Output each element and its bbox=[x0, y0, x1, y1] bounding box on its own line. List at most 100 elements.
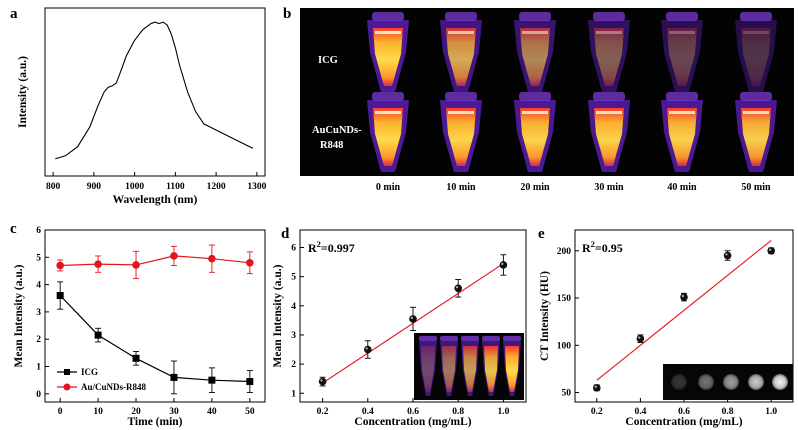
inset-tube-cap bbox=[419, 336, 437, 341]
panel-e-xtick-label: 0.8 bbox=[722, 407, 734, 417]
tube-meniscus bbox=[375, 111, 401, 114]
tube-cap bbox=[445, 92, 477, 101]
tube-meniscus bbox=[522, 111, 548, 114]
panel-b-icg-tube bbox=[440, 12, 482, 92]
panel-d-xtick-label: 0.2 bbox=[317, 407, 329, 417]
panel-e: 0.2 0.4 0.6 0.8 1.0 50 100 150 200 R2=0.95 Conce… bbox=[539, 229, 794, 428]
inset-ct-dot bbox=[772, 374, 788, 390]
tube-fluorescence bbox=[741, 28, 771, 86]
tube-cap bbox=[445, 12, 477, 21]
panel-c-ytick-label: 2 bbox=[36, 335, 41, 345]
panel-d-point-highlight bbox=[501, 262, 504, 265]
tube-meniscus bbox=[448, 31, 474, 34]
tube-cap bbox=[740, 12, 772, 21]
panel-c-point-au bbox=[132, 261, 140, 269]
panel-c-point-icg bbox=[132, 354, 140, 362]
panel-e-point bbox=[593, 384, 601, 392]
inset-ct-dot bbox=[698, 374, 714, 390]
panel-letter-e: e bbox=[538, 226, 545, 242]
panel-e-point-highlight bbox=[594, 385, 597, 388]
panel-a-xtick-label: 1000 bbox=[125, 182, 144, 192]
tube-meniscus bbox=[522, 31, 548, 34]
panel-a-xtick-label: 1100 bbox=[166, 182, 185, 192]
panel-b-time-label: 0 min bbox=[376, 182, 401, 193]
inset-ct-dot bbox=[748, 374, 764, 390]
tube-meniscus bbox=[448, 111, 474, 114]
tube-fluorescence bbox=[594, 108, 624, 166]
inset-ct-dot bbox=[723, 374, 739, 390]
panel-e-r2: R2=0.95 bbox=[582, 239, 623, 255]
legend-icg-marker bbox=[64, 369, 70, 375]
panel-c-point-icg bbox=[56, 292, 64, 300]
panel-c-point-icg bbox=[94, 331, 102, 339]
panel-e-ytick-label: 50 bbox=[562, 389, 572, 399]
panel-b-row-label-au-line2: R848 bbox=[320, 140, 343, 151]
panel-d-xlabel: Concentration (mg/mL) bbox=[354, 416, 471, 428]
panel-letter-a: a bbox=[10, 6, 18, 22]
panel-c-point-au bbox=[94, 260, 102, 268]
panel-d-ytick-label: 1 bbox=[291, 389, 296, 399]
panel-c-point-au bbox=[208, 254, 216, 263]
panel-d-point bbox=[409, 315, 417, 323]
panel-c-ytick-label: 4 bbox=[36, 281, 41, 291]
tube-cap bbox=[372, 92, 404, 101]
panel-e-point-highlight bbox=[725, 253, 728, 256]
panel-c-point-icg bbox=[208, 376, 216, 384]
panel-d-ytick-label: 2 bbox=[291, 360, 296, 370]
panel-b-au-tube bbox=[588, 92, 630, 172]
tube-meniscus bbox=[743, 31, 769, 34]
panel-c-ytick-label: 5 bbox=[36, 253, 41, 263]
tube-meniscus bbox=[596, 31, 622, 34]
panel-a-xlabel: Wavelength (nm) bbox=[113, 194, 198, 206]
panel-c-xtick-label: 50 bbox=[245, 407, 255, 417]
panel-b-row-label-au-line1: AuCuNDs- bbox=[312, 125, 362, 136]
panel-d-xtick-label: 0.6 bbox=[407, 407, 419, 417]
inset-tube-fluorescence bbox=[442, 346, 456, 392]
panel-d-point-highlight bbox=[320, 379, 323, 382]
inset-tube-cap bbox=[440, 336, 458, 341]
panel-b-au-tube bbox=[661, 92, 703, 172]
panel-a-xtick-label: 800 bbox=[46, 182, 61, 192]
inset-tube-fluorescence bbox=[484, 346, 498, 392]
panel-e-ytick-label: 150 bbox=[557, 294, 572, 304]
panel-c-ytick-label: 0 bbox=[36, 390, 41, 400]
panel-e-point bbox=[636, 334, 645, 343]
panel-b-au-tube bbox=[514, 92, 556, 172]
tube-meniscus bbox=[743, 111, 769, 114]
panel-e-point-highlight bbox=[638, 336, 641, 339]
tube-fluorescence bbox=[520, 108, 550, 166]
tube-cap bbox=[740, 92, 772, 101]
panel-e-xtick-label: 0.6 bbox=[678, 407, 690, 417]
panel-b-icg-tube bbox=[661, 12, 703, 92]
panel-e-fit-line bbox=[596, 239, 772, 381]
panel-b-time-label: 10 min bbox=[446, 182, 476, 193]
tube-cap bbox=[593, 92, 625, 101]
panel-a-xtick-label: 900 bbox=[87, 182, 102, 192]
panel-letter-d: d bbox=[281, 226, 290, 242]
panel-c-xtick-label: 10 bbox=[93, 407, 103, 417]
inset-tube-fluorescence bbox=[505, 346, 519, 392]
panel-c-point-icg bbox=[170, 373, 178, 381]
panel-b-au-tube bbox=[367, 92, 409, 172]
panel-e-point bbox=[680, 293, 688, 301]
panel-e-point bbox=[767, 246, 775, 255]
panel-d-point bbox=[364, 345, 372, 354]
panel-c-xtick-label: 30 bbox=[169, 407, 179, 417]
tube-cap bbox=[593, 12, 625, 21]
panel-a-xtick-label: 1200 bbox=[207, 182, 226, 192]
panel-a-xtick-label: 1300 bbox=[247, 182, 266, 192]
panel-b-icg-tube bbox=[514, 12, 556, 92]
inset-tube-cap bbox=[503, 336, 521, 341]
panel-e-xlabel: Concentration (mg/mL) bbox=[625, 416, 742, 428]
panel-c-series-line-au bbox=[60, 255, 250, 267]
panel-letter-c: c bbox=[10, 221, 17, 237]
tube-cap bbox=[519, 92, 551, 101]
panel-b-row-label-icg: ICG bbox=[318, 55, 338, 66]
panel-c-point-au bbox=[170, 252, 178, 260]
tube-fluorescence bbox=[741, 108, 771, 166]
legend-icg-label: ICG bbox=[81, 367, 98, 377]
panel-c-ytick-label: 1 bbox=[36, 363, 41, 373]
inset-ct-dot bbox=[671, 374, 687, 390]
tube-cap bbox=[372, 12, 404, 21]
